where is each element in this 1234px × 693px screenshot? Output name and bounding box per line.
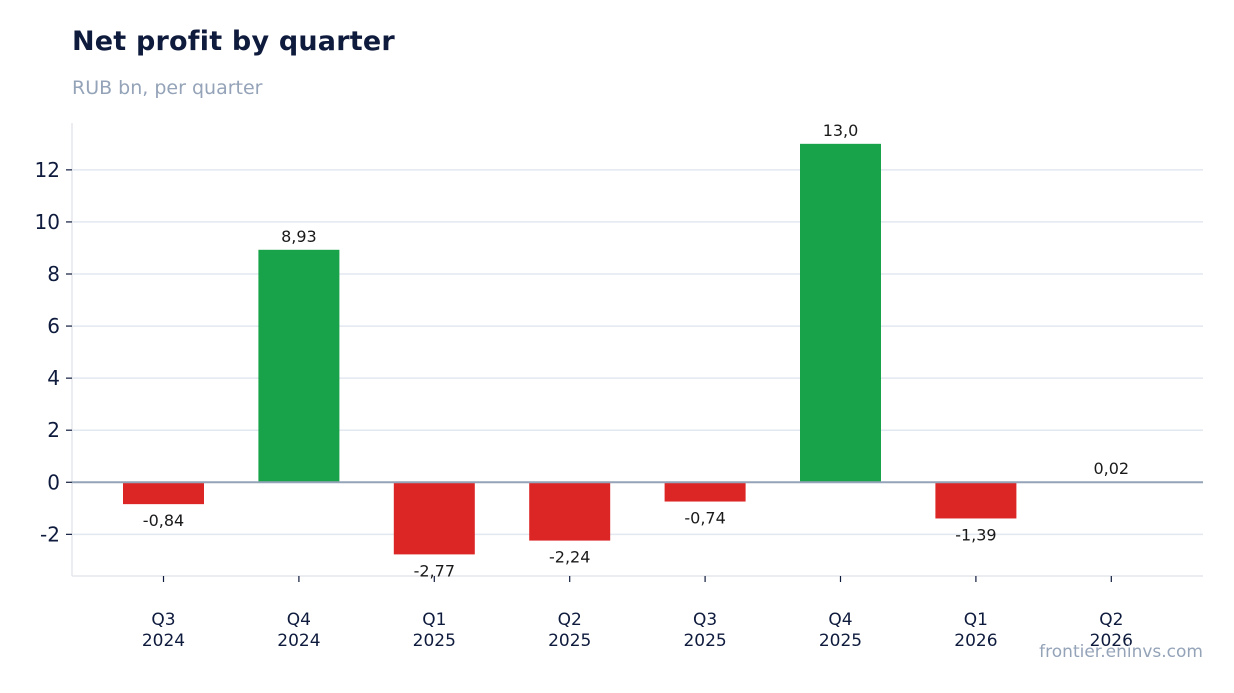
source-credit: frontier.eninvs.com (1039, 642, 1203, 662)
data-label: -0,84 (143, 511, 184, 530)
data-label: -0,74 (684, 509, 725, 528)
x-tick-label: 2025 (683, 631, 726, 651)
x-tick-label: 2025 (413, 631, 456, 651)
y-tick-label: 0 (47, 470, 60, 494)
x-tick-label: 2026 (954, 631, 997, 651)
x-tick-label: Q4 (287, 610, 311, 630)
data-label: 13,0 (823, 121, 859, 140)
x-tick-label: 2026 (1090, 631, 1133, 651)
y-tick-label: -2 (40, 522, 60, 546)
x-tick-label: Q3 (151, 610, 175, 630)
y-tick-label: 12 (35, 158, 60, 182)
y-tick-label: 2 (47, 418, 60, 442)
x-tick-label: 2025 (819, 631, 862, 651)
y-tick-label: 4 (47, 366, 60, 390)
x-tick-label: Q4 (828, 610, 852, 630)
data-labels: -0,84 8,93 -2,77 -2,24 -0,74 13,0 -1,39 0,02 (143, 121, 1129, 581)
x-tick-label: 2025 (548, 631, 591, 651)
bar (800, 143, 881, 483)
y-axis: -2 0 2 4 6 8 10 12 (35, 123, 73, 576)
bar (935, 482, 1017, 519)
x-tick-label: Q2 (1099, 610, 1123, 630)
data-label: 8,93 (281, 227, 317, 246)
chart-subtitle: RUB bn, per quarter (72, 77, 263, 99)
x-axis: Q32024Q42024Q12025Q22025Q32025Q42025Q120… (72, 575, 1203, 651)
y-tick-label: 8 (47, 262, 60, 286)
x-tick-label: Q1 (422, 610, 446, 630)
bar (664, 482, 746, 502)
x-tick-label: Q1 (964, 610, 988, 630)
data-label: -2,24 (549, 548, 590, 567)
data-label: 0,02 (1093, 459, 1129, 478)
x-tick-label: Q3 (693, 610, 717, 630)
chart-title: Net profit by quarter (72, 26, 395, 57)
x-tick-label: Q2 (558, 610, 582, 630)
y-tick-label: 6 (47, 314, 60, 338)
bar (123, 482, 204, 505)
data-label: -1,39 (955, 525, 996, 544)
grid-lines (72, 169, 1203, 536)
bars (123, 143, 1152, 555)
data-label: -2,77 (414, 561, 455, 580)
x-tick-label: 2024 (142, 631, 185, 651)
bar (258, 249, 340, 483)
y-tick-label: 10 (35, 210, 60, 234)
bar (529, 482, 611, 541)
x-tick-label: 2024 (277, 631, 320, 651)
bar (393, 482, 475, 555)
